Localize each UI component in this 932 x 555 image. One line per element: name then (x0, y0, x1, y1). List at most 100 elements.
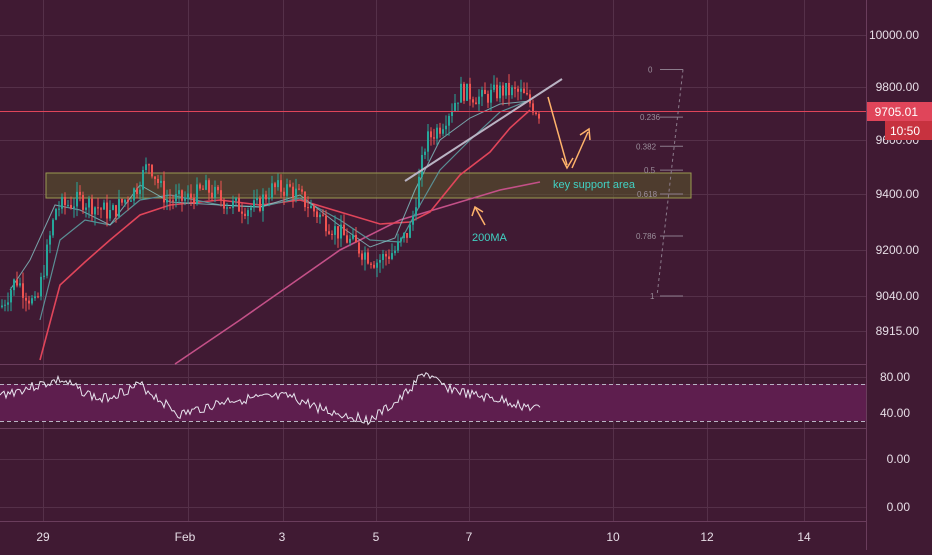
candle-body (490, 89, 492, 103)
candle-body (514, 87, 516, 89)
candle-body (172, 200, 174, 202)
candle-body (295, 188, 297, 198)
candle-body (298, 188, 300, 190)
candle-body (205, 180, 207, 190)
candle-body (148, 164, 150, 166)
projection-arrow-up[interactable] (571, 131, 589, 169)
price-axis-panel[interactable] (866, 0, 932, 550)
candle-body (343, 224, 345, 236)
candle-body (139, 189, 141, 194)
candle-body (85, 207, 87, 210)
candle-body (397, 241, 399, 251)
candle-body (319, 214, 321, 218)
candle-body (517, 88, 519, 92)
candle-body (325, 215, 327, 232)
candle-body (412, 215, 414, 225)
candle-body (25, 297, 27, 301)
candle-body (1, 305, 3, 308)
candle-body (154, 176, 156, 179)
candle-body (292, 186, 294, 198)
candle-body (406, 233, 408, 238)
last-price-tag (867, 102, 932, 121)
candle-body (364, 252, 366, 260)
ma-9-line (9, 100, 531, 291)
fib-level-label: 0 (648, 65, 653, 74)
projection-arrow-down[interactable] (547, 96, 568, 166)
candle-body (244, 213, 246, 217)
candle-body (481, 89, 483, 97)
candle-body (97, 207, 99, 209)
candle-body (265, 194, 267, 200)
candle-body (91, 198, 93, 215)
candle-body (79, 191, 81, 196)
candle-body (55, 208, 57, 220)
candle-body (223, 200, 225, 209)
candle-body (211, 192, 213, 198)
time-axis-panel[interactable] (0, 522, 932, 550)
support-zone[interactable] (45, 172, 692, 199)
candle-body (322, 214, 324, 216)
candle-body (499, 85, 501, 99)
candle-body (61, 197, 63, 209)
candle-body (250, 207, 252, 211)
candle-body (256, 197, 258, 201)
candle-body (238, 197, 240, 212)
candle-body (532, 103, 534, 113)
countdown-value: 10:50 (890, 124, 920, 138)
candle-body (67, 204, 69, 206)
candle-body (538, 113, 540, 119)
candle-body (4, 304, 6, 306)
ma-pointer-arrow[interactable] (471, 205, 486, 226)
support-label: key support area (553, 179, 636, 191)
candle-body (451, 110, 453, 116)
candle-body (115, 205, 117, 217)
fib-level-label: 0.5 (644, 166, 656, 175)
rsi-tick-label: 40.00 (880, 406, 910, 420)
candle-body (511, 87, 513, 96)
candle-body (271, 183, 273, 198)
candle-body (217, 186, 219, 191)
candle-body (460, 83, 462, 103)
candle-body (184, 198, 186, 201)
candle-body (502, 85, 504, 96)
candle-body (151, 164, 153, 177)
candle-body (475, 102, 477, 105)
candle-body (454, 102, 456, 111)
candle-body (457, 102, 459, 104)
candle-body (391, 253, 393, 259)
candle-body (235, 197, 237, 201)
candle-body (121, 199, 123, 203)
fibonacci-retracement[interactable]: 0 0.236 0.382 0.5 0.618 0.786 1 (636, 65, 684, 301)
candle-body (106, 202, 108, 219)
rsi-tick-label: 0.00 (887, 452, 911, 466)
candle-body (226, 207, 228, 209)
price-tick-label: 8915.00 (876, 324, 920, 338)
candle-body (277, 180, 279, 188)
candle-body (439, 127, 441, 134)
candle-body (355, 234, 357, 243)
candle-body (82, 195, 84, 210)
candle-body (133, 188, 135, 201)
candle-body (409, 224, 411, 238)
candle-body (403, 233, 405, 239)
candle-body (526, 93, 528, 95)
candle-body (190, 193, 192, 198)
candle-body (94, 207, 96, 215)
time-tick-label: 10 (606, 530, 620, 544)
candle-body (241, 211, 243, 214)
projection-arrow-down-head (561, 157, 574, 170)
candle-body (337, 226, 339, 239)
candle-body (334, 226, 336, 235)
candle-body (208, 180, 210, 193)
candle-body (436, 127, 438, 139)
candle-body (448, 115, 450, 126)
trend-line[interactable] (404, 78, 563, 182)
projection-arrows[interactable] (547, 96, 591, 170)
candle-body (310, 205, 312, 209)
rsi-tick-label: 80.00 (880, 370, 910, 384)
price-tick-label: 9040.00 (876, 289, 920, 303)
candle-body (196, 184, 198, 204)
candle-body (283, 191, 285, 196)
